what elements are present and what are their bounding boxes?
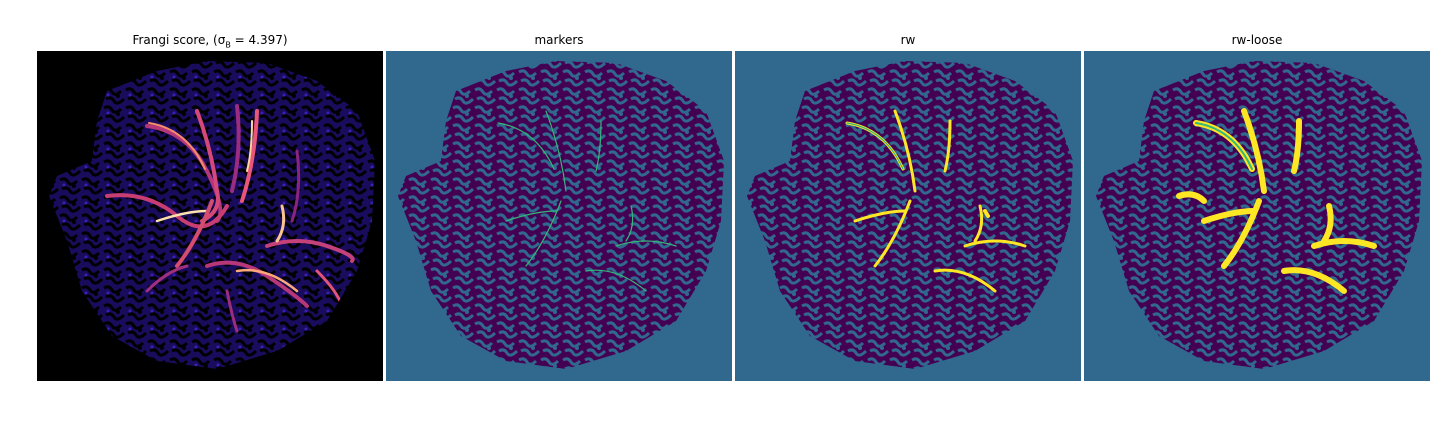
panel-title-frangi: Frangi score, (σB = 4.397): [132, 33, 288, 50]
panel-title-rw: rw: [900, 33, 916, 47]
frangi-score-image: [37, 51, 383, 381]
rw-image: [735, 51, 1081, 381]
panel-title-rw-loose: rw-loose: [1231, 33, 1283, 47]
markers-image: [386, 51, 732, 381]
rw-loose-image: [1084, 51, 1430, 381]
panel-title-markers: markers: [534, 33, 584, 47]
